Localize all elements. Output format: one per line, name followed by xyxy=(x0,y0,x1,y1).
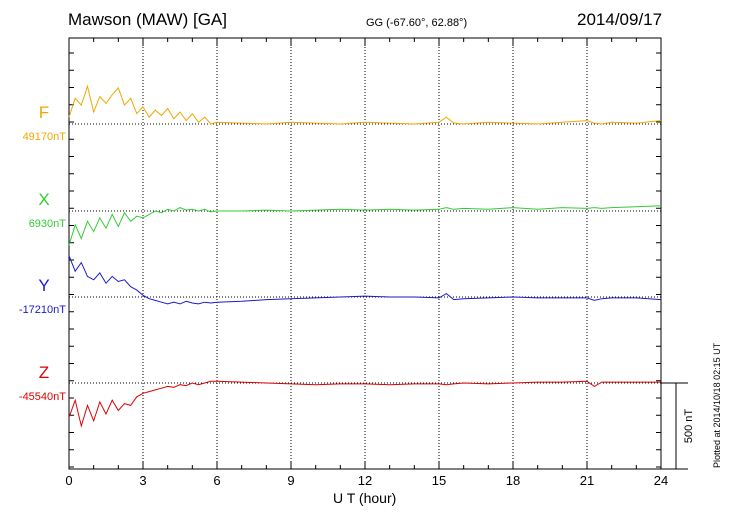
x-tick-label: 0 xyxy=(65,473,72,488)
x-tick-label: 3 xyxy=(139,473,146,488)
plotted-timestamp: Plotted at 2014/10/18 02:15 UT xyxy=(712,342,722,468)
x-axis-label: U T (hour) xyxy=(333,490,397,506)
x-tick-label: 21 xyxy=(580,473,594,488)
date-label: 2014/09/17 xyxy=(577,10,663,29)
series-baseline-y: -17210nT xyxy=(19,304,66,316)
series-name-f: F xyxy=(39,103,49,122)
series-line-f xyxy=(68,84,662,125)
scale-bar-label: 500 nT xyxy=(683,409,695,444)
x-tick-label: 6 xyxy=(213,473,220,488)
series-name-y: Y xyxy=(38,276,49,295)
x-tick-label: 12 xyxy=(358,473,372,488)
series-line-y xyxy=(68,255,662,305)
series-line-z xyxy=(68,380,661,428)
series-baseline-f: 49170nT xyxy=(23,131,67,143)
x-tick-label: 15 xyxy=(432,473,446,488)
station-title: Mawson (MAW) [GA] xyxy=(68,10,227,29)
geographic-coordinates: GG (-67.60°, 62.88°) xyxy=(366,17,468,29)
x-tick-label: 24 xyxy=(654,473,668,488)
x-tick-label: 18 xyxy=(506,473,520,488)
series-line-x xyxy=(68,205,662,246)
x-tick-label: 9 xyxy=(287,473,294,488)
series-baseline-x: 6930nT xyxy=(29,218,67,230)
series-baseline-z: -45540nT xyxy=(19,391,66,403)
series-name-z: Z xyxy=(39,363,49,382)
series-name-x: X xyxy=(38,190,49,209)
